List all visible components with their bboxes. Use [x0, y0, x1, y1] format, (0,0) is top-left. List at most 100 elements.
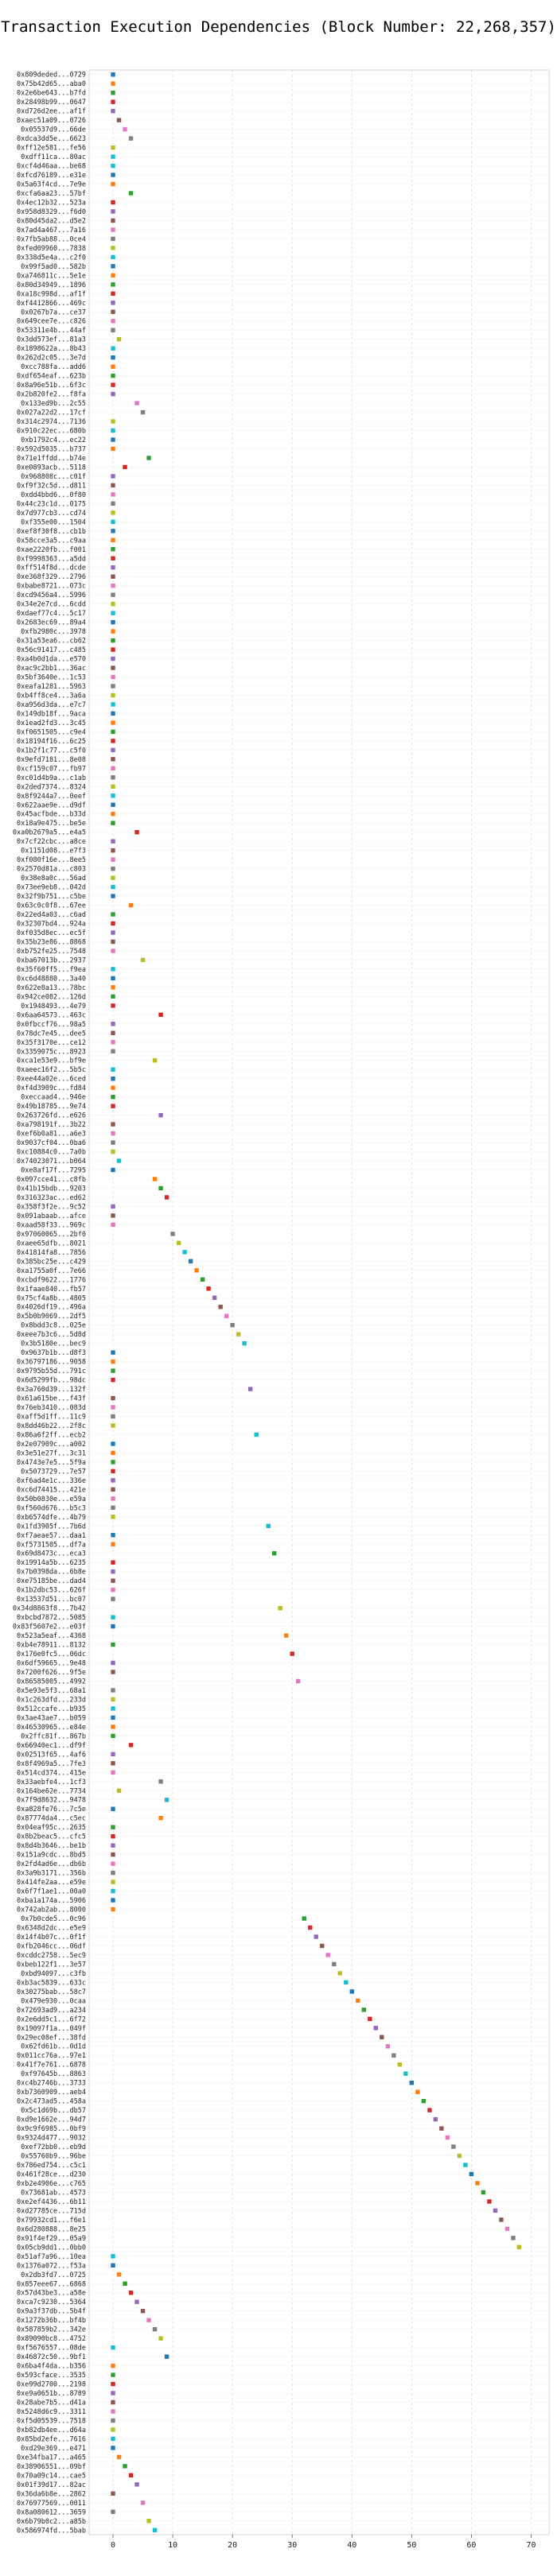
- data-point: [158, 1112, 163, 1118]
- tx-hash-label: 0x0267b7a...ce37: [21, 308, 86, 316]
- tx-hash-label: 0x8a96e51b...6f3c: [17, 382, 86, 390]
- data-point: [111, 1140, 115, 1145]
- tx-hash-label: 0x38906551...09bf: [17, 2463, 86, 2471]
- tx-hash-label: 0xeee7b3c6...5d8d: [17, 1331, 86, 1339]
- data-point: [111, 145, 115, 150]
- tx-hash-label: 0x35f3170e...ce12: [17, 1039, 86, 1047]
- data-point: [111, 1898, 115, 1903]
- data-point: [111, 1843, 115, 1848]
- tx-hash-label: 0x9037cf04...0ba6: [17, 1139, 86, 1147]
- tx-hash-label: 0x2b820fe2...f8fa: [17, 391, 86, 399]
- data-point: [111, 793, 115, 798]
- tx-hash-label: 0x6d280888...8e25: [17, 2225, 86, 2233]
- tx-hash-label: 0xc10884c0...7a0b: [17, 1149, 86, 1157]
- data-point: [111, 1688, 115, 1693]
- data-point: [111, 629, 115, 634]
- x-tick-label: 60: [466, 2541, 476, 2550]
- data-point: [278, 1605, 282, 1611]
- tx-hash-label: 0x05537d9...66de: [21, 126, 86, 134]
- tx-hash-label: 0x36797186...9058: [17, 1359, 86, 1367]
- tx-hash-label: 0x73681ab...4573: [21, 2189, 86, 2197]
- tx-hash-label: 0x78dc7e45...dee5: [17, 1030, 86, 1038]
- tx-hash-label: 0x3b5180e...bec9: [21, 1340, 86, 1348]
- data-point: [451, 2144, 456, 2149]
- data-point: [111, 574, 115, 579]
- data-point: [111, 246, 115, 250]
- tx-hash-label: 0xaec51a09...0726: [17, 117, 86, 125]
- tx-hash-label: 0xbeb122f1...3e57: [17, 1961, 86, 1969]
- data-point: [111, 382, 115, 387]
- tx-hash-label: 0xaeec16f2...5b5c: [17, 1066, 86, 1074]
- tx-hash-label: 0xe368f329...2796: [17, 573, 86, 581]
- data-point: [111, 537, 115, 542]
- data-point: [111, 1405, 115, 1410]
- data-point: [123, 2464, 127, 2469]
- tx-hash-label: 0x9c9f6985...0bf9: [17, 2125, 86, 2133]
- tx-hash-label: 0x75cf4a8b...4805: [17, 1294, 86, 1302]
- tx-hash-label: 0x2c473ad5...458a: [17, 2098, 86, 2106]
- data-point: [140, 2500, 146, 2505]
- tx-hash-label: 0x7b0398da...6b8e: [17, 1569, 86, 1577]
- tx-hash-label: 0x910c22ec...680b: [17, 428, 86, 436]
- tx-hash-label: 0x263726fd...e626: [17, 1112, 86, 1120]
- tx-hash-label: 0x6aa64573...463c: [17, 1011, 86, 1019]
- data-point: [111, 812, 115, 817]
- tx-hash-label: 0x8d4b3646...be1b: [17, 1842, 86, 1850]
- tx-hash-label: 0xac9c2bb1...36ac: [17, 665, 86, 673]
- tx-hash-label: 0xfed09960...7838: [17, 245, 86, 253]
- tx-hash-label: 0xba67013b...2937: [17, 956, 86, 964]
- tx-hash-label: 0xae2220fb...f001: [17, 546, 86, 554]
- x-tick-label: 20: [228, 2541, 237, 2550]
- data-point: [111, 784, 115, 789]
- tx-hash-label: 0x99f5ad0...582b: [21, 263, 86, 271]
- data-point: [111, 1040, 115, 1045]
- tx-hash-label: 0x7ad4a467...7a16: [17, 227, 86, 235]
- data-point: [111, 2363, 115, 2368]
- tx-hash-label: 0x75b42d65...aba0: [17, 80, 86, 88]
- tx-hash-label: 0xf9f32c5d...d811: [17, 482, 86, 490]
- data-point: [152, 1058, 158, 1063]
- data-point: [469, 2171, 474, 2177]
- tx-hash-label: 0x4ec12b32...523a: [17, 199, 86, 207]
- tx-hash-label: 0x6b79b0c2...a85b: [17, 2518, 86, 2526]
- tx-hash-label: 0x72693ad9...a234: [17, 2007, 86, 2015]
- tx-hash-label: 0x3e51e27f...3c31: [17, 1449, 86, 1457]
- tx-hash-label: 0x35b23e86...8868: [17, 938, 86, 946]
- data-point: [427, 2108, 432, 2112]
- tx-hash-label: 0x8f4969a5...7fe3: [17, 1760, 86, 1768]
- data-point: [111, 1487, 115, 1492]
- tx-hash-label: 0x55760b9...96be: [21, 2153, 86, 2161]
- data-point: [272, 1551, 277, 1556]
- data-point: [499, 2217, 504, 2222]
- data-point: [111, 967, 115, 972]
- data-point: [111, 692, 115, 698]
- tx-hash-label: 0x7200f626...9f5e: [17, 1669, 86, 1677]
- data-point: [111, 227, 115, 232]
- tx-hash-label: 0xf355e00...1504: [21, 518, 86, 526]
- tx-hash-label: 0xba1a174a...5906: [17, 1897, 86, 1905]
- tx-hash-label: 0x479e930...0caa: [21, 1997, 86, 2005]
- tx-hash-label: 0x86a6f2ff...ecb2: [17, 1431, 86, 1439]
- tx-hash-label: 0xca1e53e9...bf9e: [17, 1057, 86, 1065]
- tx-hash-label: 0x2e07909c...a002: [17, 1441, 86, 1449]
- data-point: [111, 319, 115, 324]
- tx-hash-label: 0x38e8a0c...56ad: [21, 875, 86, 883]
- tx-hash-label: 0x587859b2...342e: [17, 2326, 86, 2334]
- data-point: [111, 729, 115, 735]
- data-point: [111, 1460, 115, 1465]
- data-point: [111, 264, 115, 269]
- tx-hash-label: 0x622aae9e...d9df: [17, 801, 86, 809]
- tx-hash-label: 0x32307bd4...924a: [17, 921, 86, 929]
- tx-hash-label: 0x44c23c1d...0175: [17, 500, 86, 508]
- data-point: [111, 884, 115, 890]
- data-point: [111, 665, 115, 670]
- data-point: [134, 401, 139, 405]
- tx-hash-label: 0xd726d2ee...af1f: [17, 108, 86, 116]
- tx-hash-label: 0xe8af17f...7295: [21, 1167, 86, 1175]
- data-point: [128, 136, 134, 141]
- tx-hash-label: 0xb4ff8ce4...3a6a: [17, 692, 86, 700]
- tx-hash-label: 0xe75185be...dad4: [17, 1577, 86, 1585]
- data-point: [111, 99, 115, 104]
- chart-title: Transaction Execution Dependencies (Bloc…: [1, 18, 556, 36]
- data-point: [128, 191, 134, 196]
